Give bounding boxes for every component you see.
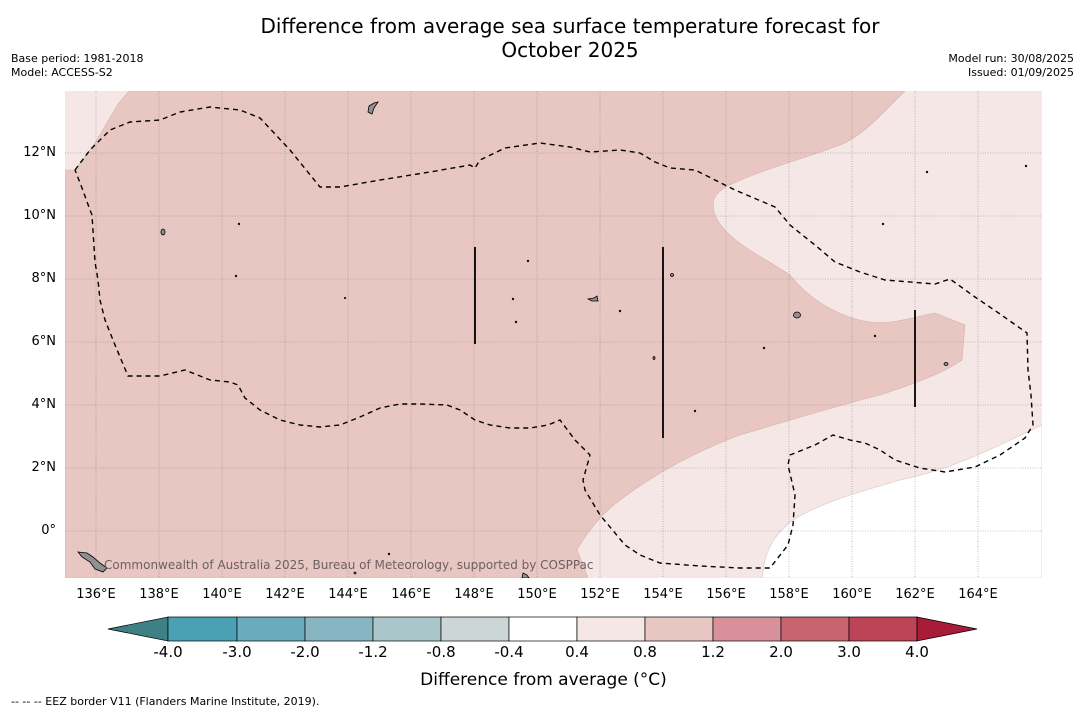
colorbar-tick-label: -2.0 — [290, 643, 320, 661]
colorbar-high-extension — [916, 616, 978, 642]
title-line-1: Difference from average sea surface temp… — [260, 14, 880, 38]
colorbar-segment — [372, 616, 442, 642]
colorbar-segment — [304, 616, 374, 642]
lon-label: 156°E — [706, 587, 746, 602]
model-info: Base period: 1981-2018 Model: ACCESS-S2 — [11, 52, 143, 80]
title-line-2: October 2025 — [501, 38, 639, 62]
colorbar-tick-label: 0.4 — [565, 643, 589, 661]
lat-label: 10°N — [23, 208, 56, 223]
lat-label: 0° — [41, 523, 56, 538]
colorbar-segment — [644, 616, 714, 642]
issued-text: Issued: 01/09/2025 — [967, 66, 1074, 79]
lon-label: 142°E — [265, 587, 305, 602]
colorbar-tick-label: 2.0 — [769, 643, 793, 661]
lon-label: 164°E — [958, 587, 998, 602]
lat-label: 8°N — [31, 271, 57, 286]
colorbar-tick-label: -0.4 — [494, 643, 524, 661]
colorbar-segment — [848, 616, 918, 642]
lat-label: 4°N — [31, 397, 57, 412]
colorbar-low-extension — [107, 616, 169, 642]
colorbar-segment — [167, 616, 238, 642]
no-anomaly-region — [761, 424, 1042, 578]
colorbar-tick-label: -4.0 — [153, 643, 183, 661]
anomaly-region-strong — [65, 91, 966, 578]
islands — [77, 101, 1028, 578]
lon-label: 160°E — [832, 587, 872, 602]
lon-label: 158°E — [769, 587, 809, 602]
base-period-text: Base period: 1981-2018 — [11, 52, 144, 65]
colorbar-tick-label: -3.0 — [222, 643, 252, 661]
colorbar-segment — [576, 616, 646, 642]
colorbar-title: Difference from average (°C) — [420, 670, 667, 690]
latitude-gridlines — [65, 152, 1042, 532]
lon-label: 152°E — [580, 587, 620, 602]
lat-label: 2°N — [31, 460, 57, 475]
colorbar-tick-label: 1.2 — [701, 643, 725, 661]
colorbar-segment — [780, 616, 850, 642]
model-name-text: Model: ACCESS-S2 — [11, 66, 113, 79]
colorbar-tick-label: 3.0 — [837, 643, 861, 661]
colorbar-segment — [712, 616, 782, 642]
chart-title: Difference from average sea surface temp… — [170, 14, 970, 62]
copyright-notice: Commonwealth of Australia 2025, Bureau o… — [104, 558, 594, 572]
colorbar-segment — [508, 616, 578, 642]
colorbar — [107, 616, 978, 642]
run-info: Model run: 30/08/2025 Issued: 01/09/2025 — [948, 52, 1074, 80]
lon-label: 154°E — [643, 587, 683, 602]
colorbar-tick-label: -1.2 — [358, 643, 388, 661]
model-run-text: Model run: 30/08/2025 — [948, 52, 1074, 65]
eez-border-line — [74, 106, 1034, 569]
colorbar-segment — [236, 616, 306, 642]
lon-label: 136°E — [76, 587, 116, 602]
lon-label: 146°E — [391, 587, 431, 602]
lon-label: 150°E — [517, 587, 557, 602]
lon-label: 148°E — [454, 587, 494, 602]
colorbar-tick-label: -0.8 — [426, 643, 456, 661]
colorbar-tick-label: 4.0 — [905, 643, 929, 661]
lon-label: 138°E — [139, 587, 179, 602]
lat-label: 6°N — [31, 334, 57, 349]
colorbar-tick-label: 0.8 — [633, 643, 657, 661]
lon-label: 162°E — [895, 587, 935, 602]
colorbar-segment — [440, 616, 510, 642]
eez-border-bars — [474, 247, 916, 438]
lon-label: 140°E — [202, 587, 242, 602]
eez-footnote: -- -- -- EEZ border V11 (Flanders Marine… — [11, 695, 320, 708]
lon-label: 144°E — [328, 587, 368, 602]
lat-label: 12°N — [23, 145, 56, 160]
